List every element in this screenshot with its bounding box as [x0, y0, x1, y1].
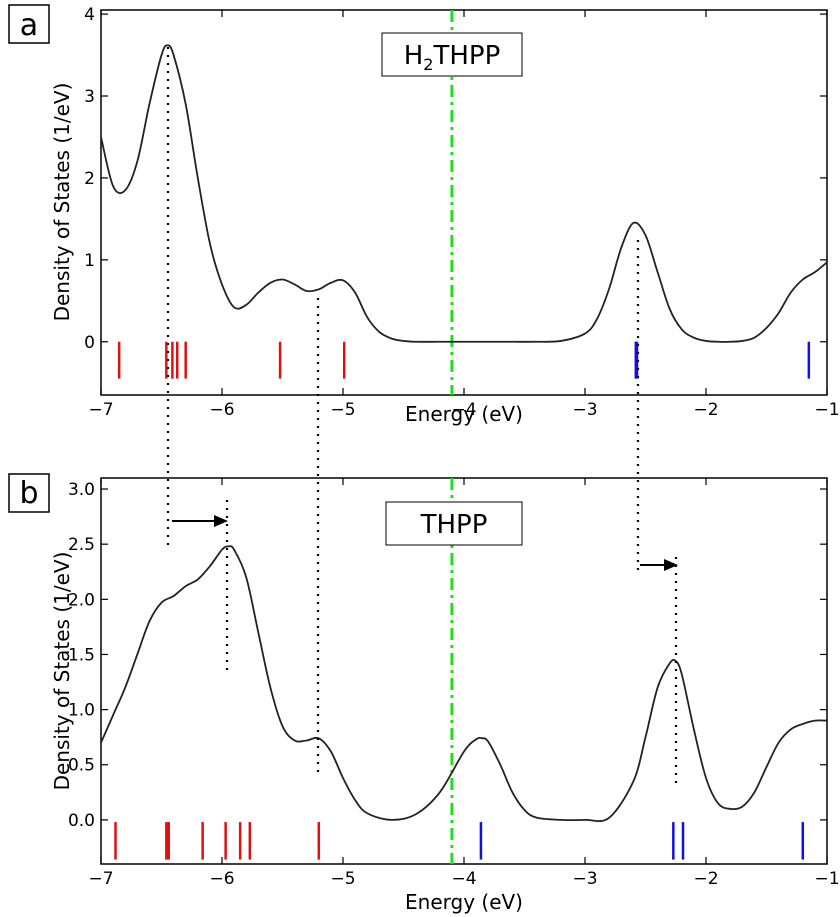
y-tick-label: 1.5 — [68, 645, 95, 665]
x-tick-label: −1 — [814, 869, 839, 889]
panel-a-title-main: THPP — [432, 41, 500, 71]
y-tick-label: 2.0 — [68, 590, 95, 610]
y-tick-label: 0 — [84, 333, 95, 353]
x-tick-label: −6 — [209, 400, 234, 420]
panel-a-xlabel: Energy (eV) — [405, 402, 523, 426]
y-tick-label: 2 — [84, 169, 95, 189]
panel-b-levels — [114, 822, 805, 860]
panel-b-title-box — [385, 501, 523, 546]
x-tick-label: −5 — [330, 400, 355, 420]
y-tick-label: 1.0 — [68, 701, 95, 721]
panel-a-label-box — [8, 4, 50, 44]
panel-a-title-box — [381, 32, 523, 77]
panel-a-levels — [117, 341, 811, 379]
x-tick-label: −2 — [693, 869, 718, 889]
panel-a-dos-curve — [100, 44, 828, 343]
y-tick-label: 4 — [84, 5, 95, 25]
y-tick-label: 1 — [84, 251, 95, 271]
panel-b-label-box — [8, 473, 50, 513]
peak-correspondence-guides — [166, 47, 678, 785]
panel-a-title-subscript: 2 — [423, 55, 433, 74]
x-tick-label: −6 — [209, 869, 234, 889]
panel-b-ticks: −7 −6 −5 −4 −3 −2 −1 0.0 0.5 1.0 1.5 2.0 2.5 3.0 — [68, 478, 840, 889]
x-tick-label: −2 — [693, 400, 718, 420]
shift-arrow-homo-head — [214, 515, 228, 527]
panel-b-title: THPP — [420, 510, 488, 540]
x-tick-label: −4 — [451, 400, 476, 420]
panel-b-xlabel: Energy (eV) — [405, 890, 523, 914]
panel-a-ylabel: Density of States (1/eV) — [50, 83, 74, 322]
x-tick-label: −7 — [88, 400, 113, 420]
panel-b-dos-curve — [100, 545, 828, 823]
x-tick-label: −5 — [330, 869, 355, 889]
panel-b: b −7 −6 −5 −4 −3 −2 −1 0.0 0.5 1.0 1.5 2.0 2.5 3.0 TH… — [8, 473, 840, 914]
shift-arrow-lumo-head — [664, 559, 678, 571]
x-tick-label: −1 — [814, 400, 839, 420]
x-tick-label: −3 — [572, 869, 597, 889]
panel-a-ticks: −7 −6 −5 −4 −3 −2 −1 0 1 2 3 4 — [84, 5, 839, 420]
x-tick-label: −3 — [572, 400, 597, 420]
y-tick-label: 0.5 — [68, 756, 95, 776]
x-tick-label: −4 — [451, 869, 476, 889]
panel-b-ylabel: Density of States (1/eV) — [50, 552, 74, 791]
panel-a-title-prefix: H — [404, 41, 424, 71]
panel-a-label: a — [20, 8, 38, 43]
panel-b-label: b — [19, 476, 38, 511]
y-tick-label: 2.5 — [68, 535, 95, 555]
y-tick-label: 0.0 — [68, 811, 95, 831]
x-tick-label: −7 — [88, 869, 113, 889]
y-tick-label: 3.0 — [68, 480, 95, 500]
panel-a-title: H2THPP — [404, 41, 501, 74]
y-tick-label: 3 — [84, 87, 95, 107]
